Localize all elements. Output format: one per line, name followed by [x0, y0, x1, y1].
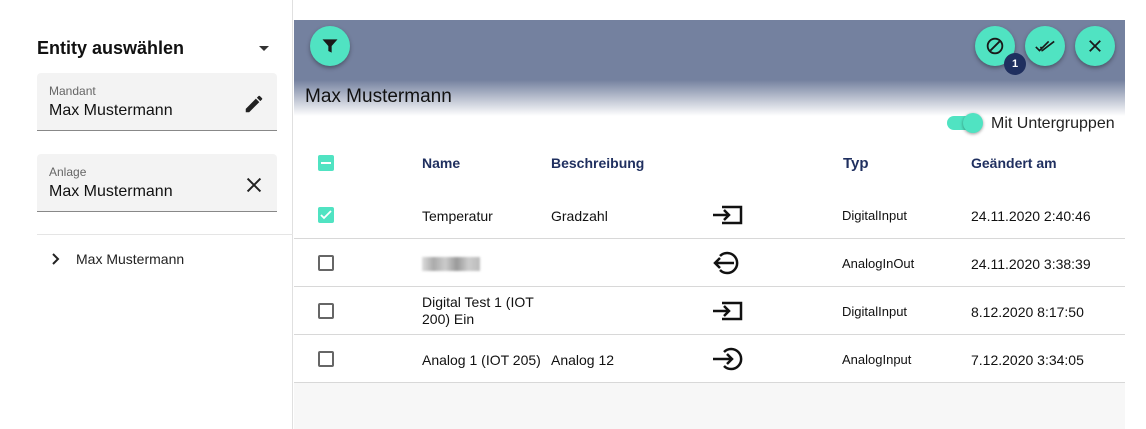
filter-button[interactable]: [310, 26, 350, 66]
block-icon: [986, 37, 1004, 55]
row-changed: 8.12.2020 8:17:50: [971, 304, 1084, 320]
anlage-value: Max Mustermann: [49, 183, 173, 200]
input-icon: [713, 205, 743, 225]
anlage-field[interactable]: Anlage Max Mustermann: [37, 154, 277, 212]
row-type: AnalogInput: [842, 352, 912, 367]
double-check-icon: [1035, 40, 1055, 52]
input-icon: [713, 301, 743, 321]
mandant-value: Max Mustermann: [49, 102, 173, 119]
table-row[interactable]: AnalogInOut 24.11.2020 3:38:39: [294, 239, 1125, 287]
row-name: Temperatur: [422, 208, 493, 224]
column-header-description[interactable]: Beschreibung: [551, 155, 645, 171]
check-all-button[interactable]: [1025, 26, 1065, 66]
input-circle-icon: [713, 347, 743, 371]
table-footer: [294, 383, 1125, 429]
tree-item[interactable]: Max Mustermann: [50, 251, 184, 267]
mandant-field[interactable]: Mandant Max Mustermann: [37, 73, 277, 131]
row-description: Analog 12: [551, 352, 615, 368]
subgroups-toggle[interactable]: [947, 113, 983, 133]
anlage-label: Anlage: [49, 165, 87, 179]
table-row[interactable]: Digital Test 1 (IOT 200) Ein DigitalInpu…: [294, 287, 1125, 335]
page-title: Max Mustermann: [305, 86, 452, 107]
close-icon[interactable]: [243, 174, 265, 196]
row-name-redacted: [422, 257, 480, 271]
entity-title: Entity auswählen: [37, 38, 185, 58]
toolbar-shadow: [294, 80, 1125, 116]
row-checkbox[interactable]: [318, 351, 334, 367]
column-header-name[interactable]: Name: [422, 155, 461, 171]
close-icon: [1089, 40, 1101, 52]
row-checkbox[interactable]: [318, 255, 334, 271]
row-changed: 24.11.2020 2:40:46: [971, 208, 1091, 224]
entity-sidebar: Entity auswählen Mandant Max Mustermann …: [0, 0, 293, 429]
row-type: DigitalInput: [842, 304, 908, 319]
dropdown-caret-icon[interactable]: [259, 46, 269, 51]
row-type: DigitalInput: [842, 208, 908, 223]
output-circle-icon: [713, 251, 739, 275]
tree-item-label: Max Mustermann: [76, 251, 185, 267]
row-changed: 24.11.2020 3:38:39: [971, 256, 1091, 272]
notification-badge: 1: [1004, 53, 1026, 75]
chevron-right-icon[interactable]: [50, 252, 62, 266]
column-header-changed[interactable]: Geändert am: [971, 155, 1057, 171]
close-button[interactable]: [1075, 26, 1115, 66]
mandant-label: Mandant: [49, 84, 96, 98]
subgroups-label: Mit Untergruppen: [991, 115, 1115, 132]
row-changed: 7.12.2020 3:34:05: [971, 352, 1084, 368]
pencil-icon[interactable]: [243, 93, 265, 115]
filter-icon: [322, 39, 338, 53]
row-checkbox[interactable]: [318, 303, 334, 319]
row-checkbox[interactable]: [318, 207, 334, 223]
column-header-type[interactable]: Typ: [843, 155, 869, 172]
row-type: AnalogInOut: [842, 256, 915, 271]
row-name: Analog 1 (IOT 205): [422, 352, 541, 368]
table-row[interactable]: Temperatur Gradzahl DigitalInput 24.11.2…: [294, 191, 1125, 239]
select-all-checkbox[interactable]: [318, 155, 334, 171]
table-row[interactable]: Analog 1 (IOT 205) Analog 12 AnalogInput…: [294, 335, 1125, 383]
row-name: Digital Test 1 (IOT 200) Ein: [422, 294, 534, 327]
row-description: Gradzahl: [551, 208, 608, 224]
divider: [37, 234, 293, 235]
